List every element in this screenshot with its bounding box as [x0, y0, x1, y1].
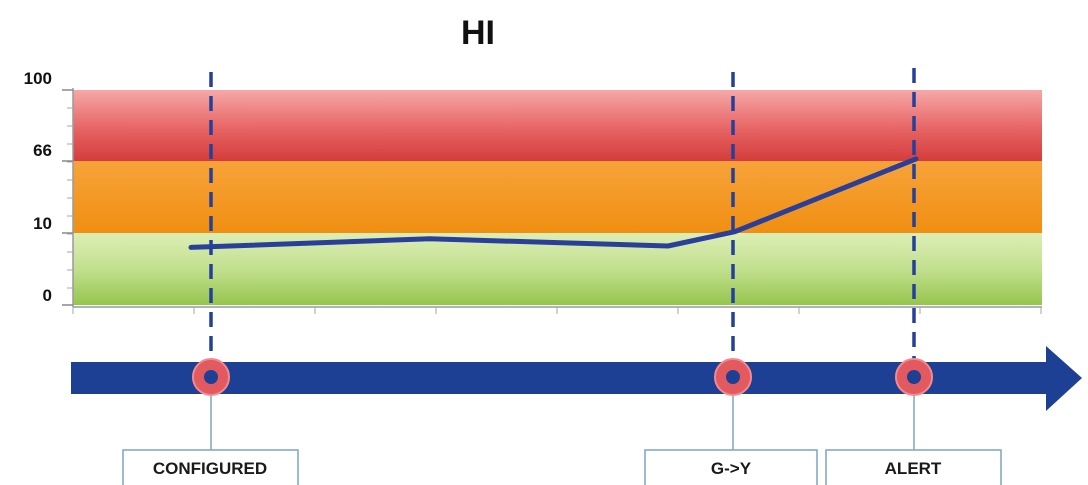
event-dashed-lines [209, 68, 916, 360]
marker-configured [192, 358, 230, 396]
marker-center [726, 370, 740, 384]
x-axis [72, 306, 1042, 314]
marker-center [204, 370, 218, 384]
health-index-line [188, 156, 919, 250]
marker-g-to-y [714, 358, 752, 396]
label-connectors [210, 392, 915, 450]
marker-alert [895, 358, 933, 396]
x-axis-ticks [72, 307, 1042, 314]
event-label-text: G->Y [711, 459, 752, 478]
event-label-g-to-y: G->Y [644, 449, 818, 485]
band-orange [73, 161, 1042, 233]
event-label-configured: CONFIGURED [122, 449, 299, 485]
y-tick-label-0: 0 [43, 286, 52, 305]
marker-center [907, 370, 921, 384]
chart-title: HI [461, 14, 495, 52]
y-axis-minor-ticks [67, 89, 73, 289]
band-red [73, 90, 1042, 161]
y-tick-label-10: 10 [33, 214, 52, 233]
event-label-alert: ALERT [825, 449, 1002, 485]
event-markers [192, 358, 933, 396]
y-tick-label-100: 100 [24, 69, 52, 88]
event-label-box [825, 449, 1002, 485]
event-label-box [122, 449, 299, 485]
y-tick-label-66: 66 [33, 141, 52, 160]
event-label-text: ALERT [885, 459, 942, 478]
timeline-arrow [71, 346, 1082, 411]
y-axis: 100 66 10 0 [24, 69, 74, 307]
event-label-text: CONFIGURED [153, 459, 267, 478]
timeline-arrow-head [1046, 346, 1082, 411]
timeline-arrow-shaft [71, 362, 1049, 394]
event-labels: CONFIGURED G->Y ALERT [122, 449, 1002, 485]
threshold-bands [73, 90, 1042, 305]
event-label-box [644, 449, 818, 485]
